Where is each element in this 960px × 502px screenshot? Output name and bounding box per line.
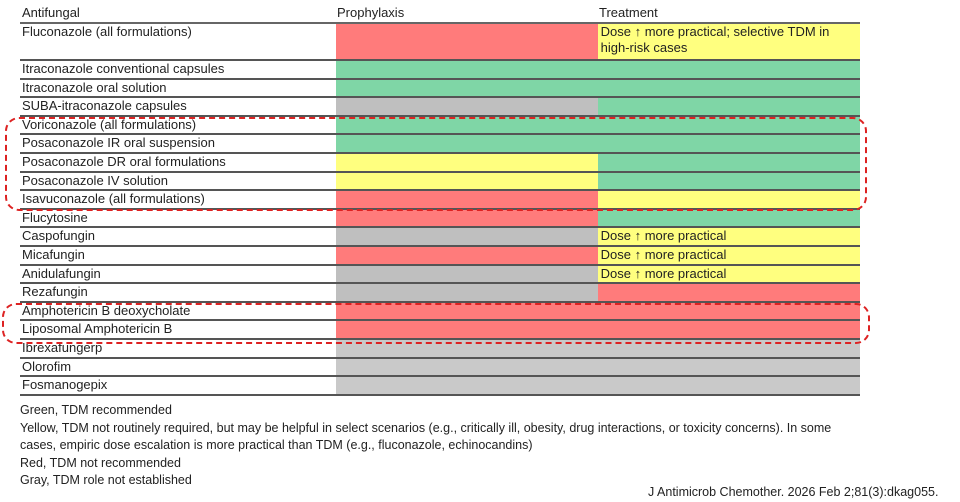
treatment-cell-yellow bbox=[597, 191, 860, 208]
table-row: Anidulafungin Dose ↑ more practical bbox=[20, 265, 860, 285]
highlight-box-azoles bbox=[5, 117, 867, 211]
header-prophylaxis: Prophylaxis bbox=[337, 5, 405, 20]
antifungal-name: Itraconazole oral solution bbox=[22, 79, 167, 95]
antifungal-name: Fluconazole (all formulations) bbox=[22, 24, 192, 39]
table-row: Liposomal Amphotericin B bbox=[20, 321, 860, 340]
prophylaxis-cell-gray bbox=[336, 284, 598, 301]
table-row: Fluconazole (all formulations) Dose ↑ mor… bbox=[20, 24, 860, 61]
table-row: SUBA-itraconazole capsules bbox=[20, 98, 860, 117]
combined-cell-lightgray bbox=[336, 377, 860, 394]
prophylaxis-cell-yellow bbox=[336, 172, 598, 190]
table-row: Isavuconazole (all formulations) bbox=[20, 191, 860, 210]
antifungal-name: Liposomal Amphotericin B bbox=[22, 321, 173, 337]
antifungal-name: Micafungin bbox=[22, 246, 85, 262]
prophylaxis-cell-gray bbox=[336, 265, 598, 283]
treatment-cell-yellow: Dose ↑ more practical bbox=[597, 246, 860, 264]
header-antifungal: Antifungal bbox=[22, 5, 80, 20]
antifungal-name: Amphotericin B deoxycholate bbox=[22, 302, 191, 318]
header-treatment: Treatment bbox=[599, 5, 658, 20]
prophylaxis-cell-red bbox=[336, 191, 598, 208]
treatment-cell-green bbox=[597, 153, 860, 171]
antifungal-name: Caspofungin bbox=[22, 228, 95, 244]
prophylaxis-cell-gray bbox=[336, 228, 598, 245]
legend: Green, TDM recommended Yellow, TDM not r… bbox=[20, 402, 840, 490]
antifungal-name: Posaconazole IR oral suspension bbox=[22, 135, 215, 151]
treatment-cell-yellow: Dose ↑ more practical; selective TDM in … bbox=[597, 24, 860, 59]
antifungal-name: Olorofim bbox=[22, 358, 72, 374]
table-row: Fosmanogepix bbox=[20, 377, 860, 396]
table-row: Itraconazole conventional capsules bbox=[20, 61, 860, 80]
combined-cell-green bbox=[336, 135, 860, 152]
prophylaxis-cell-red bbox=[336, 246, 598, 264]
prophylaxis-cell-red bbox=[336, 24, 598, 59]
table-row: Olorofim bbox=[20, 358, 860, 378]
header-divider bbox=[20, 22, 860, 24]
antifungal-name: Posaconazole DR oral formulations bbox=[22, 153, 226, 169]
antifungal-name: Fosmanogepix bbox=[22, 377, 108, 393]
treatment-cell-green bbox=[597, 172, 860, 190]
highlight-box-amphotericin bbox=[2, 303, 870, 344]
table-row: Itraconazole oral solution bbox=[20, 79, 860, 99]
table-row: Posaconazole IV solution bbox=[20, 172, 860, 192]
combined-cell-lightgray bbox=[336, 358, 860, 376]
table-row: Rezafungin bbox=[20, 284, 860, 303]
combined-cell-red bbox=[336, 302, 860, 320]
combined-cell-lightgray bbox=[336, 339, 860, 357]
table-row: Flucytosine bbox=[20, 209, 860, 229]
table-row: Voriconazole (all formulations) bbox=[20, 116, 860, 136]
table-row: Posaconazole DR oral formulations bbox=[20, 153, 860, 173]
antifungal-name: SUBA-itraconazole capsules bbox=[22, 98, 187, 114]
antifungal-name: Anidulafungin bbox=[22, 265, 101, 281]
table-row: Posaconazole IR oral suspension bbox=[20, 135, 860, 154]
legend-yellow: Yellow, TDM not routinely required, but … bbox=[20, 420, 832, 453]
combined-cell-green bbox=[336, 116, 860, 134]
legend-red: Red, TDM not recommended bbox=[20, 455, 181, 470]
legend-green: Green, TDM recommended bbox=[20, 403, 172, 417]
antifungal-name: Posaconazole IV solution bbox=[22, 172, 168, 188]
table-row: Amphotericin B deoxycholate bbox=[20, 302, 860, 322]
treatment-cell-red bbox=[597, 284, 860, 301]
treatment-cell-yellow: Dose ↑ more practical bbox=[597, 228, 860, 245]
antifungal-name: Isavuconazole (all formulations) bbox=[22, 191, 205, 207]
antifungal-name: Flucytosine bbox=[22, 209, 88, 225]
citation: J Antimicrob Chemother. 2026 Feb 2;81(3)… bbox=[648, 485, 939, 499]
table-row: Micafungin Dose ↑ more practical bbox=[20, 246, 860, 266]
antifungal-name: Voriconazole (all formulations) bbox=[22, 116, 197, 132]
prophylaxis-cell-yellow bbox=[336, 153, 598, 171]
legend-gray: Gray, TDM role not established bbox=[20, 473, 192, 487]
treatment-cell-green bbox=[597, 98, 860, 115]
treatment-cell-green bbox=[597, 209, 860, 227]
combined-cell-green bbox=[336, 79, 860, 97]
combined-cell-red bbox=[336, 321, 860, 338]
combined-cell-green bbox=[336, 61, 860, 78]
tdm-table: Fluconazole (all formulations) Dose ↑ mor… bbox=[20, 24, 860, 396]
treatment-cell-yellow: Dose ↑ more practical bbox=[597, 265, 860, 283]
prophylaxis-cell-gray bbox=[336, 98, 598, 115]
antifungal-name: Itraconazole conventional capsules bbox=[22, 61, 225, 76]
table-row: Caspofungin Dose ↑ more practical bbox=[20, 228, 860, 247]
prophylaxis-cell-red bbox=[336, 209, 598, 227]
antifungal-name: Rezafungin bbox=[22, 284, 88, 300]
